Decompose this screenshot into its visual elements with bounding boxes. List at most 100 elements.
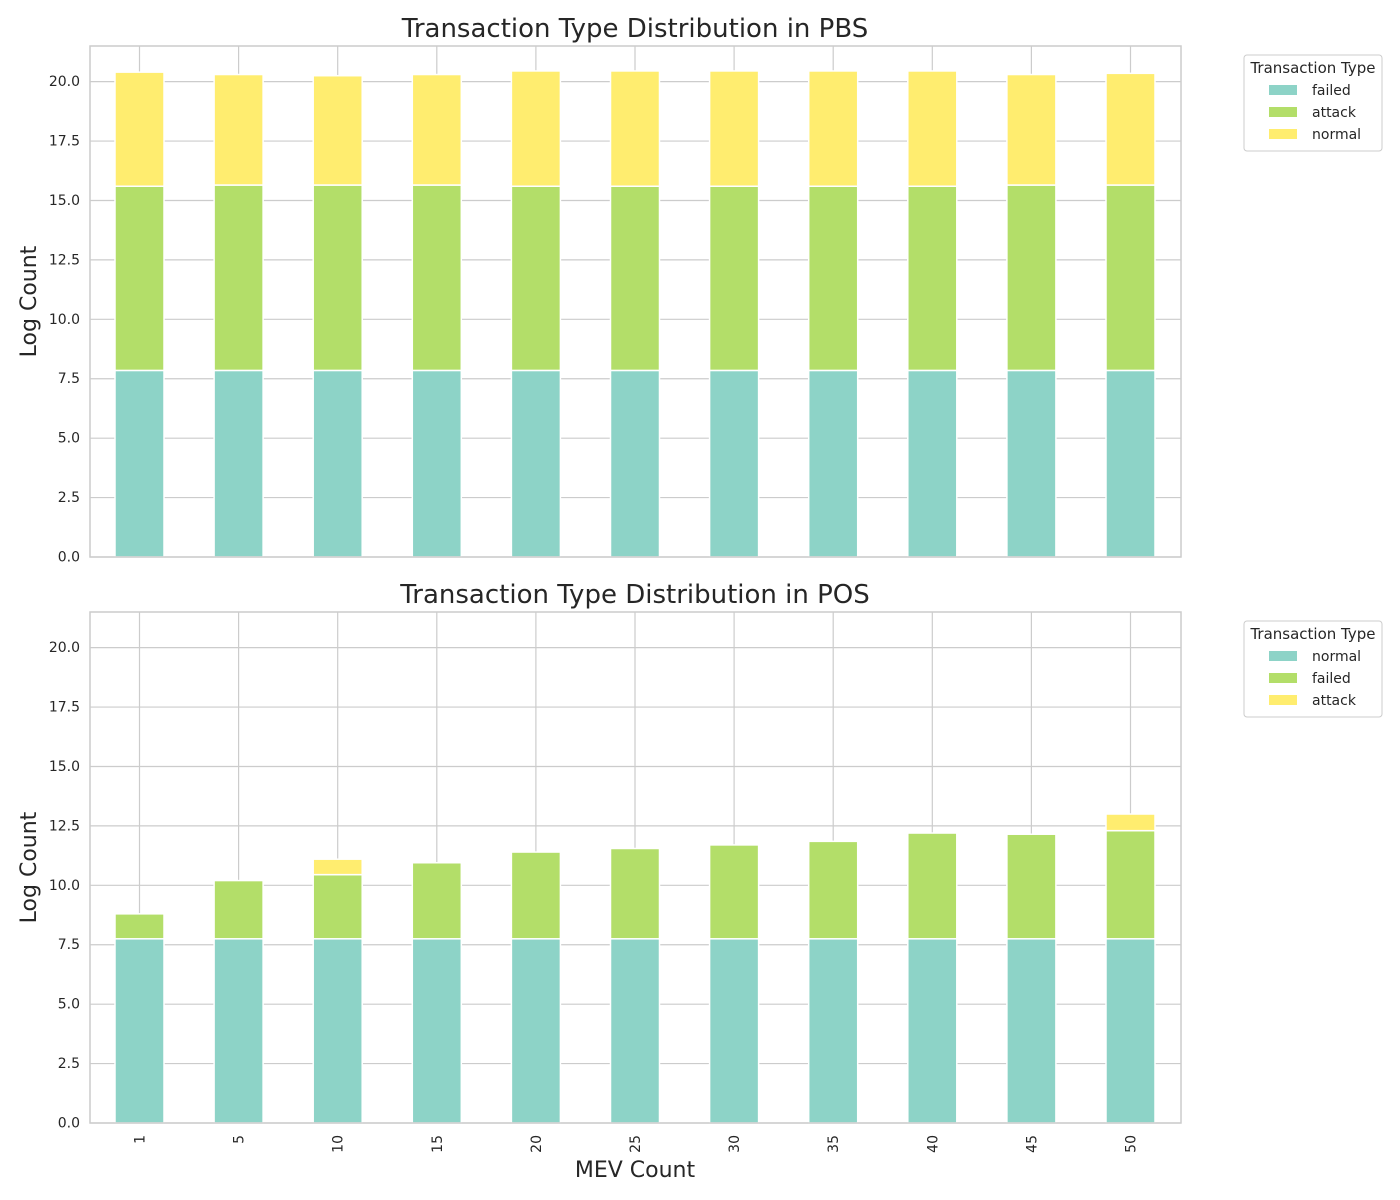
y-tick-label: 17.5	[49, 134, 80, 150]
bar-stack-10	[312, 74, 363, 558]
legend: Transaction Type normal failed attack	[1243, 620, 1383, 718]
x-tick-label: 50	[1124, 1135, 1140, 1153]
bar-failed	[411, 861, 463, 940]
bar-attack	[1105, 813, 1156, 832]
bar-normal	[1105, 72, 1156, 186]
legend-label-failed: failed	[1312, 83, 1351, 99]
bar-stack-30	[708, 844, 760, 1124]
bar-attack	[510, 185, 562, 372]
legend-label-attack: attack	[1312, 105, 1357, 121]
bar-stack-40	[907, 832, 958, 1124]
bar-stack-15	[411, 73, 463, 558]
bar-normal	[1006, 938, 1057, 1124]
y-tick-label: 12.5	[49, 818, 80, 834]
bar-attack	[907, 185, 958, 372]
bar-failed	[312, 873, 363, 940]
bar-normal	[213, 938, 264, 1124]
bar-stack-5	[213, 73, 264, 558]
plot-frame	[89, 45, 1182, 558]
plot-frame	[89, 611, 1182, 1124]
legend: Transaction Type failed attack normal	[1243, 54, 1383, 152]
bar-failed	[609, 369, 661, 558]
bar-failed	[609, 847, 661, 940]
bar-stack-25	[609, 847, 661, 1124]
bar-failed	[1006, 369, 1057, 558]
y-tick-label: 15.0	[49, 193, 80, 209]
chart-title: Transaction Type Distribution in POS	[399, 580, 870, 610]
bar-stack-30	[708, 70, 760, 558]
x-tick-label: 15	[430, 1135, 446, 1153]
bar-failed	[510, 851, 562, 940]
bar-failed	[114, 369, 165, 558]
x-tick-label: 35	[826, 1135, 842, 1153]
bar-normal	[708, 70, 760, 187]
bar-normal	[510, 938, 562, 1124]
bar-failed	[213, 369, 264, 558]
bar-normal	[510, 70, 562, 187]
bar-failed	[907, 369, 958, 558]
bar-normal	[312, 938, 363, 1124]
bar-stack-10	[312, 858, 363, 1124]
bar-normal	[708, 938, 760, 1124]
bar-stacks	[114, 813, 1156, 1124]
bar-stack-45	[1006, 73, 1057, 558]
x-tick-label: 5	[232, 1135, 248, 1144]
bar-stack-20	[510, 851, 562, 1124]
bar-normal	[114, 938, 165, 1124]
y-tick-label: 20.0	[49, 74, 80, 90]
y-tick-label: 12.5	[49, 252, 80, 268]
bar-stack-25	[609, 70, 661, 558]
legend-swatch-normal	[1269, 651, 1297, 661]
legend-label-normal: normal	[1312, 649, 1361, 665]
bar-normal	[213, 73, 264, 186]
bar-attack	[312, 184, 363, 372]
chart-title: Transaction Type Distribution in PBS	[401, 14, 868, 44]
bar-stacks	[114, 70, 1156, 558]
bar-failed	[114, 913, 165, 940]
bar-stack-15	[411, 861, 463, 1124]
y-tick-labels: 0.0 2.5 5.0 7.5 10.0 12.5 15.0 17.5 20.0	[49, 640, 80, 1131]
bar-attack	[807, 185, 859, 372]
pbs-chart-panel: Transaction Type Distribution in PBS 0.0…	[17, 14, 1383, 566]
bar-attack	[114, 185, 165, 372]
bar-failed	[510, 369, 562, 558]
y-tick-label: 17.5	[49, 700, 80, 716]
bar-attack	[609, 185, 661, 372]
legend-label-attack: attack	[1312, 693, 1357, 709]
bar-stack-20	[510, 70, 562, 558]
legend-title: Transaction Type	[1249, 59, 1375, 77]
bar-stack-1	[114, 71, 165, 558]
legend-label-normal: normal	[1312, 127, 1361, 143]
legend-frame	[1243, 54, 1383, 152]
bar-normal	[807, 70, 859, 187]
bar-failed	[1105, 829, 1156, 940]
legend-title: Transaction Type	[1249, 625, 1375, 643]
y-tick-label: 2.5	[58, 1056, 80, 1072]
x-tick-label: 10	[331, 1135, 347, 1153]
y-tick-label: 0.0	[58, 550, 80, 566]
y-axis-label: Log Count	[17, 245, 42, 357]
x-tick-labels: 1 5 10 15 20 25 30 35 40 45 50	[133, 1135, 1140, 1153]
y-tick-labels: 0.0 2.5 5.0 7.5 10.0 12.5 15.0 17.5 20.0	[49, 74, 80, 565]
legend-swatch-attack	[1269, 107, 1297, 117]
y-tick-label: 7.5	[58, 937, 80, 953]
y-tick-label: 5.0	[58, 997, 80, 1013]
y-tick-label: 10.0	[49, 878, 80, 894]
bar-attack	[213, 184, 264, 372]
y-tick-label: 2.5	[58, 490, 80, 506]
bar-stack-35	[807, 840, 859, 1124]
x-tick-label: 1	[133, 1135, 149, 1144]
y-tick-label: 7.5	[58, 371, 80, 387]
bar-failed	[312, 369, 363, 558]
bar-attack	[1105, 184, 1156, 372]
x-tick-label: 40	[925, 1135, 941, 1153]
bar-normal	[114, 71, 165, 187]
bar-stack-5	[213, 879, 264, 1124]
legend-swatch-attack	[1269, 695, 1297, 705]
x-tick-label: 25	[628, 1135, 644, 1153]
bar-attack	[411, 184, 463, 372]
bar-failed	[1105, 369, 1156, 558]
x-tick-label: 45	[1024, 1135, 1040, 1153]
y-axis-label: Log Count	[17, 811, 42, 923]
